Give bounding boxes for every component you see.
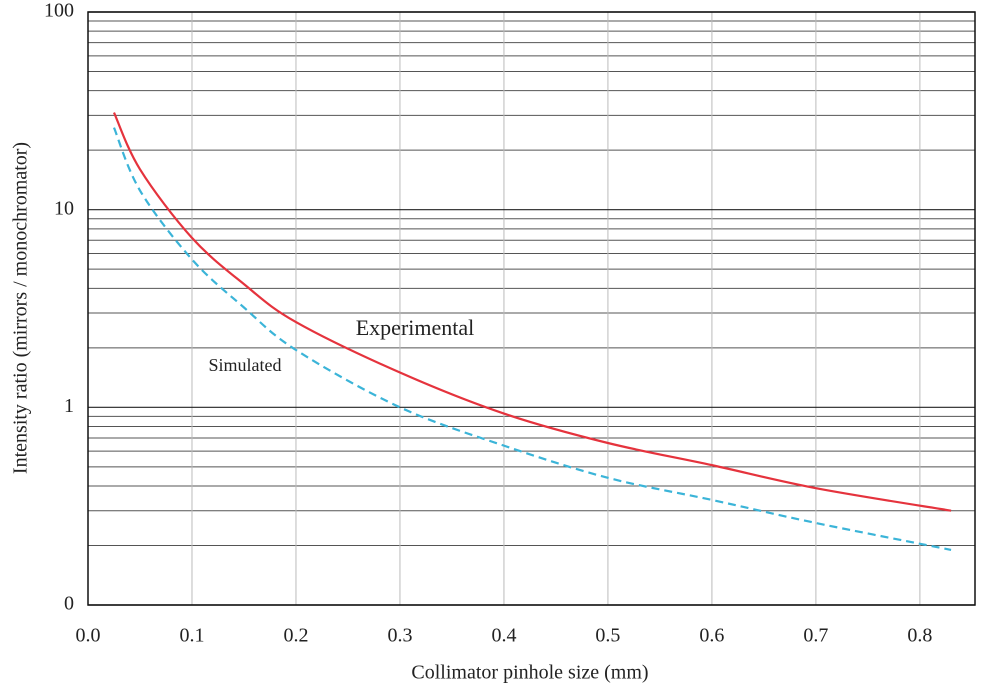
x-tick-label: 0.7 (803, 625, 828, 647)
x-tick-label: 0.5 (595, 625, 620, 647)
series-line (112, 112, 952, 512)
y-axis-label: Intensity ratio (mirrors / monochromator… (10, 142, 32, 474)
x-tick-label: 0.0 (76, 625, 101, 647)
x-tick-label: 0.3 (387, 625, 412, 647)
y-tick-label: 100 (44, 0, 74, 22)
series-line (112, 127, 952, 551)
x-axis-label: Collimator pinhole size (mm) (411, 662, 648, 684)
x-tick-label: 0.1 (179, 625, 204, 647)
x-tick-label: 0.4 (491, 625, 516, 647)
x-tick-label: 0.6 (699, 625, 724, 647)
series-label: Simulated (209, 355, 282, 375)
y-tick-label: 10 (54, 197, 74, 219)
x-tick-label: 0.8 (907, 625, 932, 647)
plot-frame (87, 11, 976, 606)
series-label: Experimental (356, 315, 475, 340)
y-tick-label: 1 (64, 395, 74, 417)
x-tick-label: 0.2 (283, 625, 308, 647)
y-tick-label: 0 (64, 593, 74, 615)
